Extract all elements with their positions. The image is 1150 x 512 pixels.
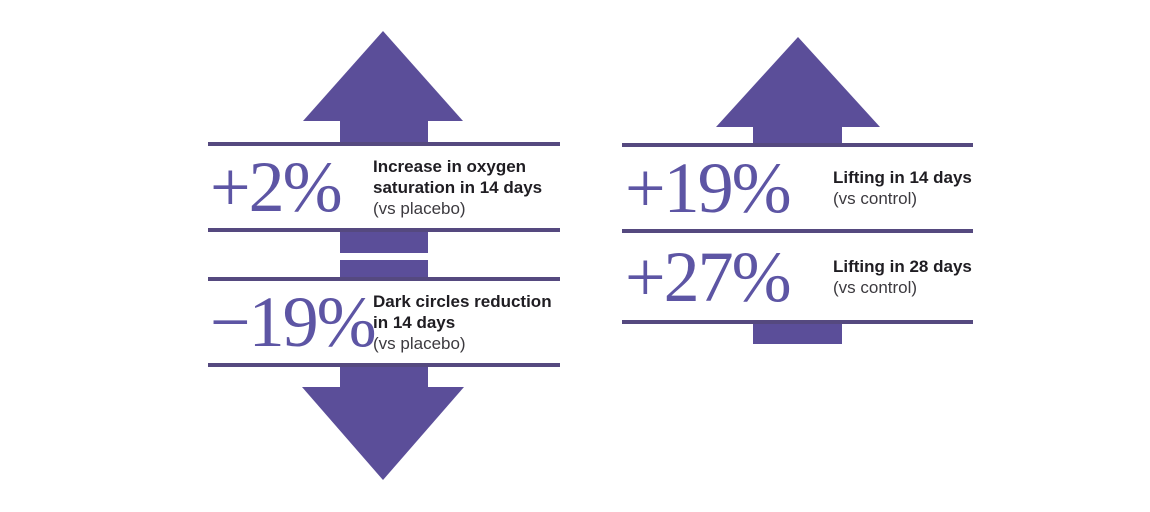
stat-title-line: Lifting in 28 days xyxy=(833,256,972,276)
stat-description: Lifting in 14 days (vs control) xyxy=(833,167,973,209)
stat-title-line: Lifting in 14 days xyxy=(833,168,972,187)
stat-value: +2% xyxy=(210,147,343,227)
up-arrow-icon xyxy=(303,31,463,121)
stat-description: Dark circles reduction in 14 days (vs pl… xyxy=(373,291,559,354)
stat-note: (vs placebo) xyxy=(373,198,466,218)
stat-description: Lifting in 28 days (vs control) xyxy=(833,256,973,298)
stat-value: +27% xyxy=(625,236,792,317)
stat-value: +19% xyxy=(625,148,792,228)
stat-title-line: saturation in 14 days xyxy=(373,177,543,197)
stat-row-lifting-28: +27% Lifting in 28 days (vs control) xyxy=(622,233,973,324)
stat-row-dark-circles: −19% Dark circles reduction in 14 days (… xyxy=(208,277,560,367)
stat-note: (vs control) xyxy=(833,189,918,208)
stat-value: −19% xyxy=(210,282,377,362)
stat-description: Increase in oxygen saturation in 14 days… xyxy=(373,156,559,219)
down-arrow-icon xyxy=(302,387,464,480)
stat-row-lifting-14: +19% Lifting in 14 days (vs control) xyxy=(622,143,973,233)
stat-row-oxygen: +2% Increase in oxygen saturation in 14 … xyxy=(208,142,560,232)
stat-title-line: in 14 days xyxy=(373,312,456,332)
stat-note: (vs control) xyxy=(833,277,918,297)
stat-note: (vs placebo) xyxy=(373,333,466,353)
stat-title-line: Dark circles reduction xyxy=(373,291,552,311)
stat-title-line: Increase in oxygen xyxy=(373,156,527,176)
up-arrow-icon xyxy=(716,37,880,127)
